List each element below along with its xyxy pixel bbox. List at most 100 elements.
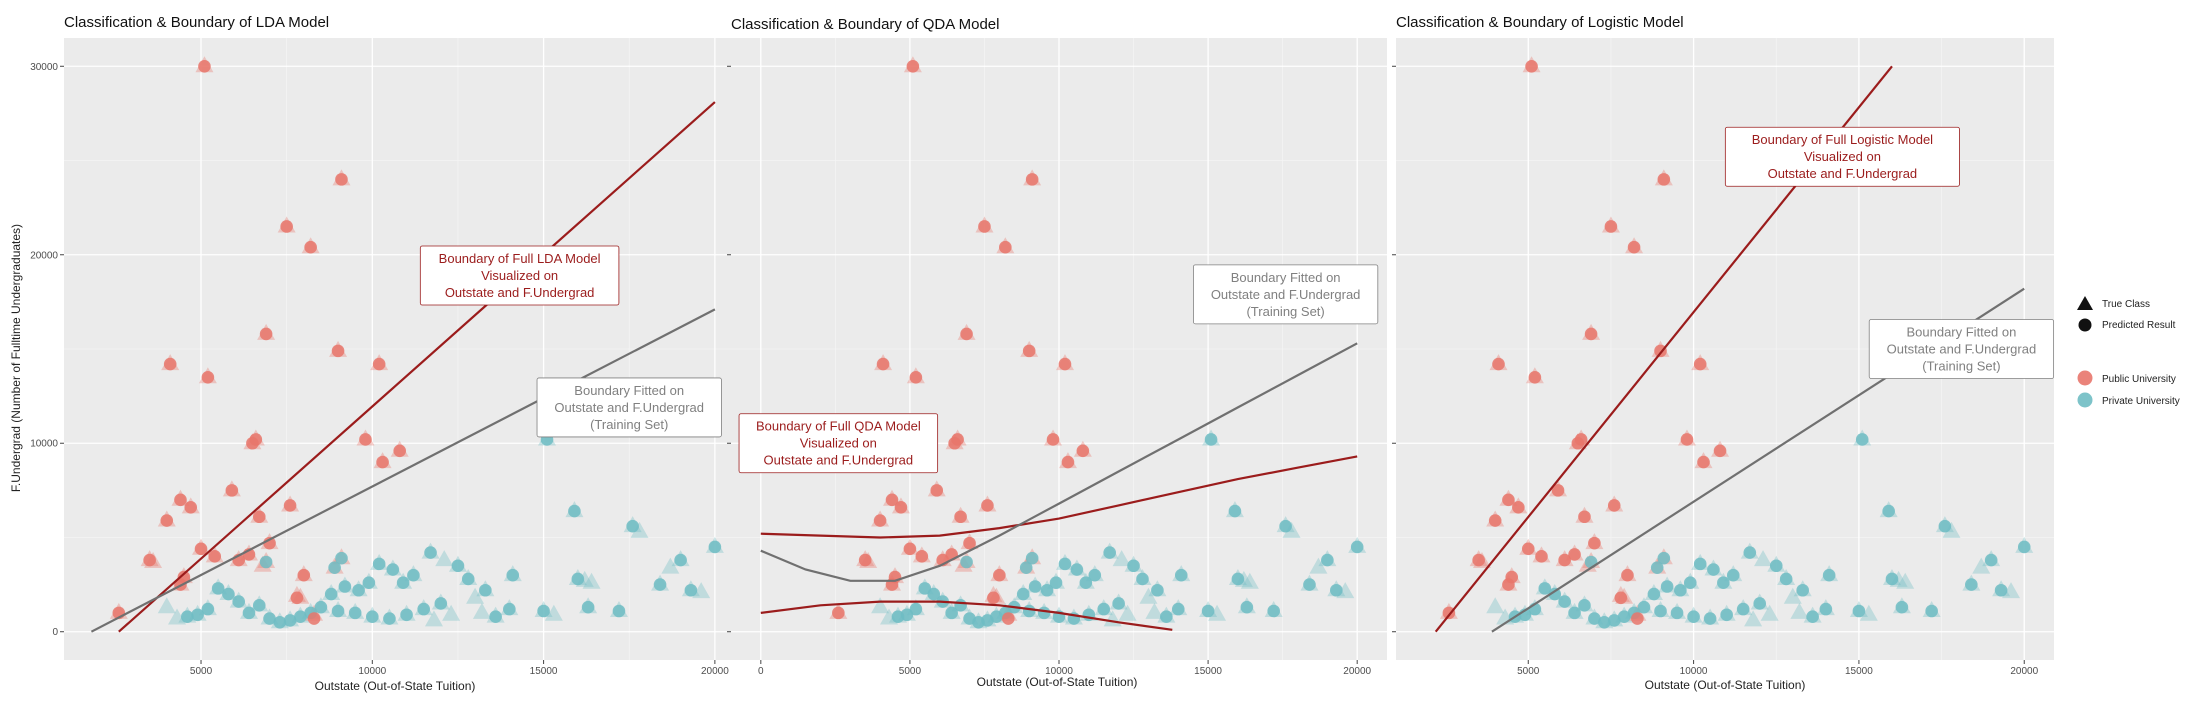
private-true-class-point [1486,597,1505,614]
private-predicted-point [191,608,204,622]
private-true-class-point [1744,610,1763,627]
private-predicted-point [503,602,516,616]
private-predicted-point [1204,433,1218,446]
panel-title: Classification & Boundary of Logistic Mo… [1396,14,1684,31]
public-predicted-point [1058,357,1072,371]
public-predicted-point [981,499,994,512]
public-predicted-point [906,59,920,73]
private-predicted-point [1885,572,1899,586]
public-predicted-point [1535,550,1548,563]
private-predicted-point [626,519,639,533]
private-predicted-point [1720,608,1733,622]
public-predicted-point [1525,59,1538,73]
private-predicted-point [1228,504,1242,518]
boundary-line [118,101,716,633]
private-true-class-point [1118,604,1137,621]
public-predicted-point [909,370,923,384]
panel-title: Classification & Boundary of LDA Model [64,14,329,31]
private-predicted-point [1852,604,1866,618]
public-predicted-point [1061,455,1075,469]
public-predicted-point [304,240,317,254]
private-predicted-point [386,563,400,576]
private-predicted-point [1882,504,1895,518]
public-predicted-point [184,501,198,514]
private-predicted-point [372,557,386,571]
x-axis-label: Outstate (Out-of-State Tuition) [315,679,476,693]
private-true-class-point [435,550,454,567]
legend-label: Public University [2102,374,2176,385]
legend: True Class Predicted Result Public Unive… [2077,296,2180,408]
annotation-text: Boundary of Full Logistic Model [1752,132,1933,147]
public-predicted-point [297,568,311,582]
annotation-text: Visualized on [481,268,558,283]
private-true-class-point [871,597,890,614]
annotation-text: (Training Set) [590,417,668,432]
public-predicted-point [290,591,304,605]
private-predicted-point [1584,555,1598,569]
public-predicted-point [1022,344,1036,358]
private-predicted-point [366,610,379,623]
private-predicted-point [232,595,246,608]
annotation-text: Boundary Fitted on [574,383,684,398]
private-predicted-point [1022,604,1036,618]
private-predicted-point [1736,602,1750,616]
public-predicted-point [1614,591,1628,605]
private-predicted-point [537,604,550,618]
private-true-class-point [1754,550,1773,567]
public-legend-key [2077,370,2093,386]
private-predicted-point [1103,546,1116,559]
annotation-text: Outstate and F.Undergrad [554,400,704,415]
private-predicted-point [1350,540,1364,554]
public-predicted-point [894,501,908,514]
private-predicted-point [1040,583,1054,597]
private-predicted-point [1151,583,1164,597]
private-predicted-point [273,616,287,629]
panel-lda: Classification & Boundary of LDA Model O… [30,14,732,693]
public-predicted-point [225,484,239,497]
private-true-class-point [1139,587,1158,604]
public-predicted-point [954,510,967,524]
public-predicted-point [960,327,973,341]
annotation-text: Boundary of Full LDA Model [439,251,601,266]
private-predicted-point [1231,572,1245,586]
public-predicted-point [174,493,187,507]
private-predicted-point [400,608,413,622]
private-predicted-point [1938,519,1952,533]
private-predicted-point [1796,583,1810,597]
private-predicted-point [338,580,352,593]
private-predicted-point [252,599,266,612]
triangle-legend-key [2077,296,2093,310]
x-axis-label: Outstate (Out-of-State Tuition) [977,675,1138,689]
public-predicted-point [249,433,263,446]
public-predicted-point [1631,612,1644,625]
annotation-box [536,377,722,438]
private-predicted-point [242,606,256,620]
private-true-class-point [1145,602,1164,619]
public-predicted-point [280,220,293,233]
private-predicted-point [506,568,520,582]
public-predicted-point [252,510,266,524]
private-predicted-point [1693,557,1707,571]
public-predicted-point [915,550,929,563]
x-axis-label: Outstate (Out-of-State Tuition) [1645,678,1806,692]
public-predicted-point [1588,536,1601,550]
private-true-class-point [472,602,491,619]
public-predicted-point [376,455,389,469]
public-predicted-point [283,499,297,512]
annotation-text: Visualized on [800,436,877,451]
public-predicted-point [1607,499,1621,512]
private-predicted-point [653,578,667,591]
private-predicted-point [1558,595,1571,608]
private-predicted-point [891,610,905,623]
annotation-text: Outstate and F.Undergrad [1887,342,2037,357]
public-predicted-point [1604,220,1618,233]
public-predicted-point [876,357,890,371]
x-tick-label: 20000 [1343,666,1371,677]
public-predicted-point [832,606,845,620]
plot-area-lda: 5000 10000 15000 20000 0 10000 20000 30000 Bound… [30,38,732,677]
private-predicted-point [1683,576,1697,590]
public-predicted-point [307,612,321,625]
public-predicted-point [143,553,156,567]
public-predicted-point [1584,327,1598,341]
